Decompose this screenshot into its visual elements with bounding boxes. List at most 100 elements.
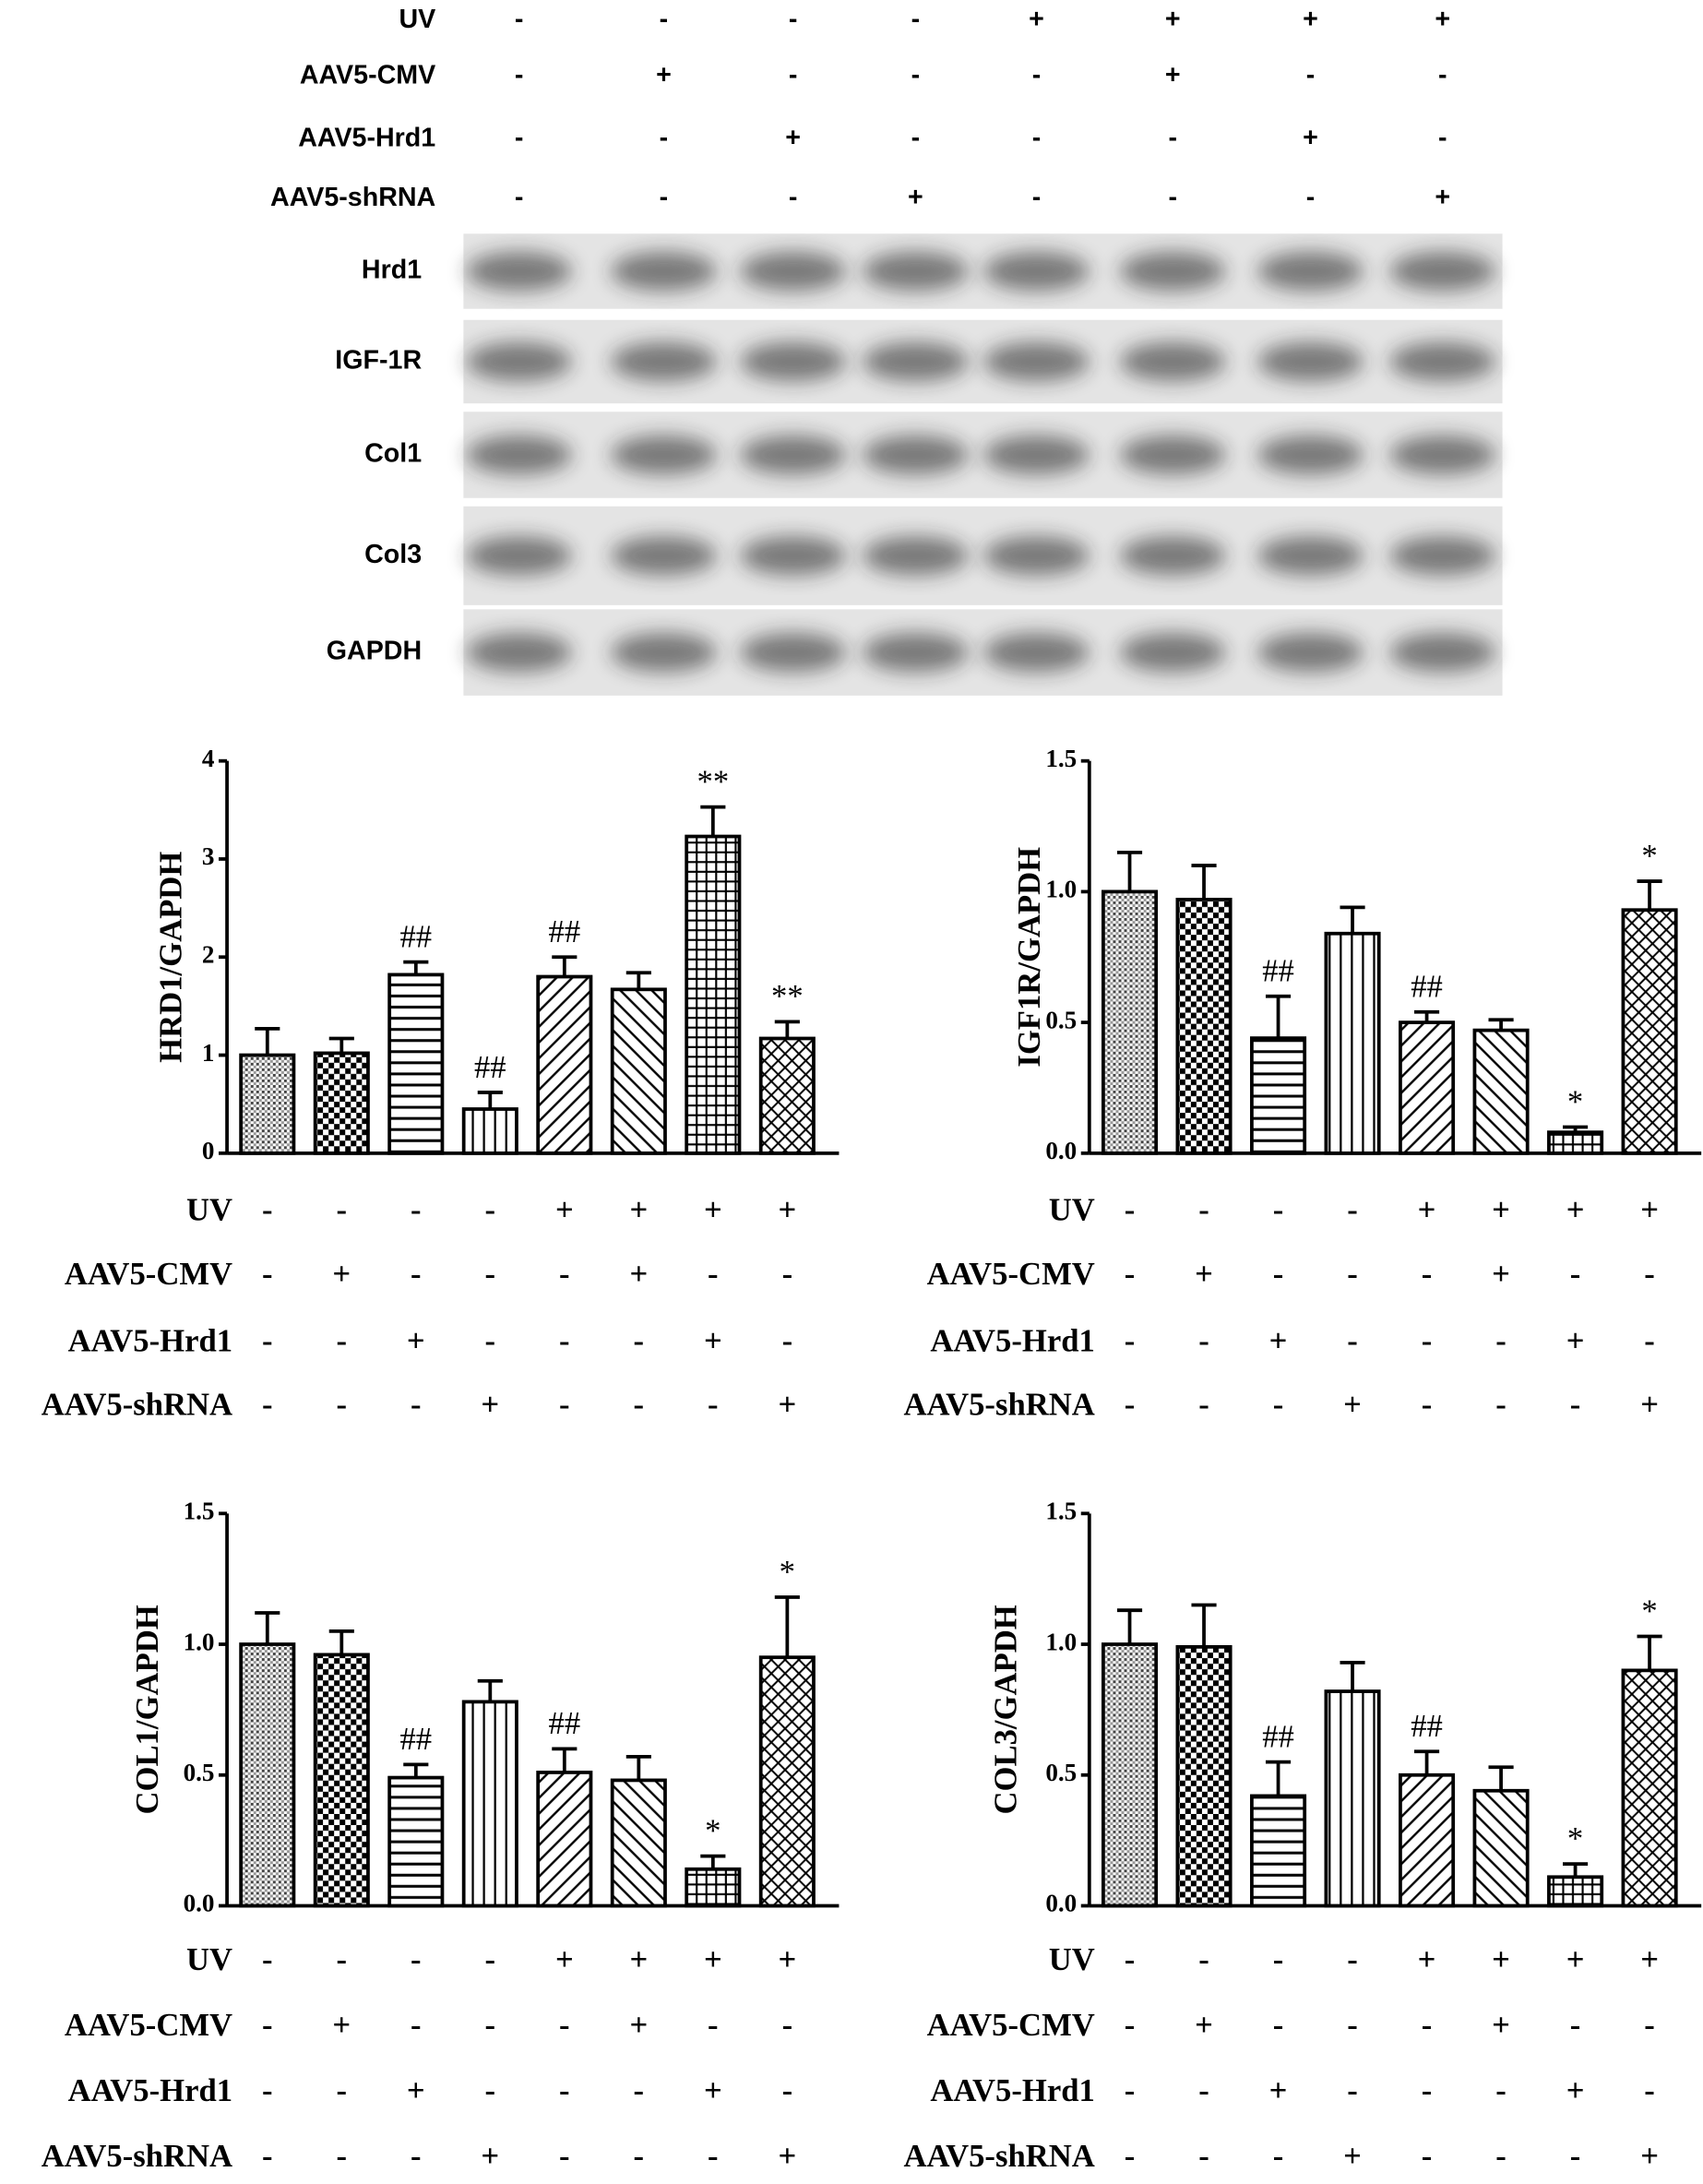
condition-sign: - <box>515 60 524 90</box>
band-label: Col1 <box>364 439 422 469</box>
condition-sign: - <box>1273 1388 1284 1423</box>
condition-sign: + <box>1435 5 1450 34</box>
bar-chart: 0 1 2 3 4 HRD1/GAPDH - - - - - + - - ## - - + - ## - - - + ## + - -… <box>42 745 840 1423</box>
blot-band <box>1257 435 1364 475</box>
condition-sign: - <box>337 1942 348 1977</box>
condition-sign: - <box>1570 1388 1581 1423</box>
condition-sign: - <box>411 2008 422 2043</box>
condition-sign: + <box>778 2139 796 2174</box>
condition-sign: + <box>1343 2139 1362 2174</box>
bar <box>536 1771 593 1908</box>
y-tick-label: 1.5 <box>1045 1498 1077 1525</box>
condition-sign: - <box>1306 183 1316 212</box>
condition-sign: + <box>1640 1388 1659 1423</box>
blot-band <box>1257 536 1364 576</box>
bar <box>1621 1668 1678 1908</box>
bar-chart: 0.0 0.5 1.0 1.5 COL1/GAPDH - - - - - + - - ## - - + - - - - +… <box>42 1498 840 2174</box>
condition-sign: - <box>411 1257 422 1292</box>
condition-sign: - <box>1032 60 1042 90</box>
blot-band <box>1257 251 1364 292</box>
blot-band <box>1119 632 1226 673</box>
condition-sign: - <box>708 1257 719 1292</box>
blot-band <box>466 435 572 475</box>
blot-band <box>611 632 717 673</box>
bar <box>1399 1020 1456 1155</box>
band-label: GAPDH <box>327 637 422 666</box>
condition-sign: - <box>485 2008 496 2043</box>
condition-sign: + <box>1418 1193 1436 1228</box>
blot-band <box>863 435 969 475</box>
blot-band <box>1389 632 1496 673</box>
bar <box>1621 908 1678 1155</box>
bar <box>1472 1028 1530 1155</box>
y-tick-label: 0.5 <box>1045 1759 1077 1786</box>
condition-sign: - <box>1198 1388 1209 1423</box>
condition-sign: - <box>337 2139 348 2174</box>
y-tick-label: 0.0 <box>1045 1137 1077 1164</box>
bar-chart: 0.0 0.5 1.0 1.5 COL3/GAPDH - - - - - + - - ## - - + - - - - +… <box>904 1498 1702 2174</box>
bar <box>1472 1788 1530 1908</box>
bar-chart: 0.0 0.5 1.0 1.5 IGF1R/GAPDH - - - - - + - - ## - - + - - - -… <box>904 745 1702 1423</box>
condition-sign: + <box>407 1323 425 1358</box>
condition-label: AAV5-shRNA <box>42 1388 232 1423</box>
condition-sign: - <box>485 1193 496 1228</box>
condition-sign: + <box>1269 2073 1288 2108</box>
bar <box>1175 1644 1233 1908</box>
y-axis-label: COL3/GAPDH <box>988 1605 1023 1814</box>
condition-label: AAV5-CMV <box>65 2008 232 2043</box>
condition-sign: + <box>1492 1257 1510 1292</box>
bar <box>1324 1689 1381 1908</box>
condition-sign: - <box>262 1388 273 1423</box>
blot-band <box>983 251 1090 292</box>
significance-label: * <box>1641 839 1657 874</box>
condition-sign: - <box>1125 1942 1136 1977</box>
condition-sign: - <box>634 2139 645 2174</box>
condition-sign: + <box>1303 5 1318 34</box>
bar <box>610 1778 667 1908</box>
condition-sign: - <box>1570 1257 1581 1292</box>
bar <box>1250 1036 1307 1155</box>
condition-sign: + <box>1492 1942 1510 1977</box>
condition-sign: + <box>1640 1193 1659 1228</box>
condition-sign: - <box>485 1942 496 1977</box>
y-tick-label: 1.5 <box>184 1498 215 1525</box>
bar <box>387 1775 445 1908</box>
y-tick-label: 1.0 <box>1045 876 1077 903</box>
band-label: Hrd1 <box>362 256 422 285</box>
condition-sign: + <box>1343 1388 1362 1423</box>
significance-label: ## <box>548 1706 580 1741</box>
condition-sign: + <box>555 1193 574 1228</box>
blot-band <box>740 536 846 576</box>
condition-sign: - <box>515 5 524 34</box>
condition-sign: - <box>485 1257 496 1292</box>
condition-sign: - <box>411 1193 422 1228</box>
condition-sign: - <box>1422 1257 1433 1292</box>
y-tick-label: 1.0 <box>184 1628 215 1655</box>
y-tick-label: 2 <box>202 940 215 968</box>
significance-label: ## <box>1262 954 1294 989</box>
condition-sign: + <box>332 1257 351 1292</box>
condition-sign: - <box>1198 2073 1209 2108</box>
significance-label: ## <box>1262 1719 1294 1754</box>
condition-sign: - <box>660 183 669 212</box>
condition-sign: - <box>660 123 669 152</box>
condition-sign: - <box>1495 2073 1506 2108</box>
condition-sign: - <box>911 5 921 34</box>
blot-band <box>466 632 572 673</box>
bar <box>461 1700 518 1908</box>
blot-band <box>1389 536 1496 576</box>
condition-sign: + <box>1566 1193 1585 1228</box>
condition-label: AAV5-Hrd1 <box>68 2073 232 2108</box>
condition-sign: - <box>1644 1257 1655 1292</box>
condition-label: AAV5-Hrd1 <box>930 2073 1094 2108</box>
y-tick-label: 4 <box>202 745 215 772</box>
condition-sign: + <box>778 1942 796 1977</box>
band-label: Col3 <box>364 540 422 569</box>
blot-band <box>611 251 717 292</box>
condition-sign: - <box>1644 2073 1655 2108</box>
y-axis-label: IGF1R/GAPDH <box>1012 847 1047 1068</box>
condition-sign: - <box>411 1942 422 1977</box>
y-tick-label: 0.0 <box>184 1890 215 1917</box>
condition-sign: - <box>1125 1257 1136 1292</box>
